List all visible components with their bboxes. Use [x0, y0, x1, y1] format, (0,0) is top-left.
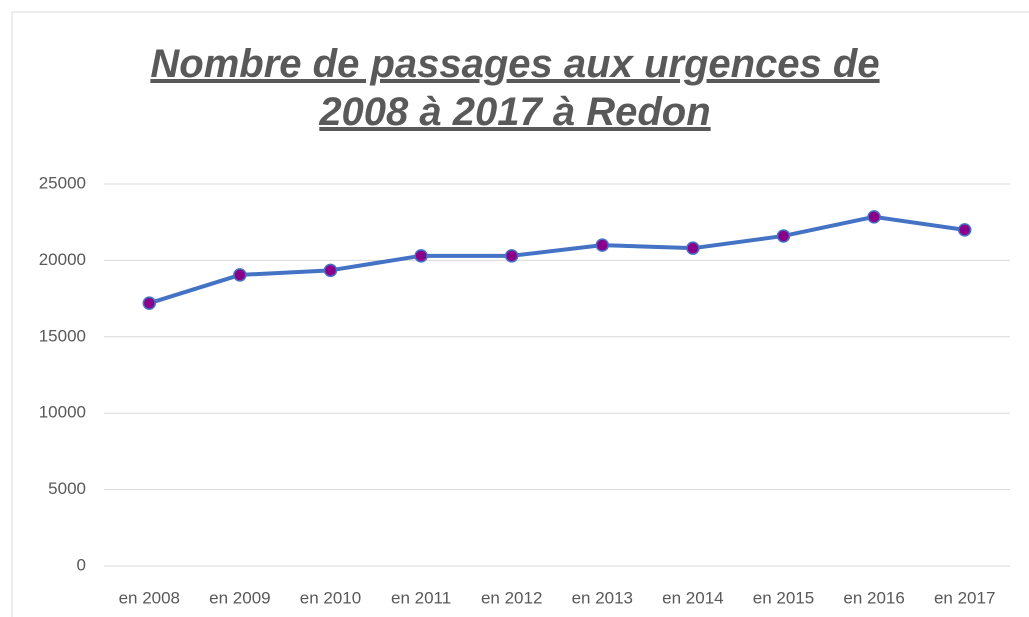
marker: [595, 238, 610, 252]
x-tick-label: en 2015: [753, 588, 814, 607]
marker: [323, 263, 338, 278]
chart-border: [11, 11, 1029, 617]
marker: [957, 223, 972, 237]
x-tick-label: en 2017: [934, 588, 995, 607]
y-tick-label: 0: [77, 555, 86, 574]
x-tick-label: en 2008: [119, 588, 180, 607]
marker: [414, 249, 428, 263]
x-tick-label: en 2010: [300, 588, 361, 607]
marker: [233, 268, 247, 282]
x-tick-label: en 2009: [209, 588, 270, 607]
marker: [776, 229, 791, 243]
line-series: [148, 214, 965, 306]
y-tick-label: 15000: [39, 326, 86, 345]
x-tick-label: en 2012: [481, 588, 542, 607]
marker: [142, 296, 157, 310]
y-tick-label: 5000: [48, 479, 86, 498]
marker: [504, 249, 519, 263]
y-tick-label: 25000: [39, 173, 86, 192]
marker: [686, 241, 700, 255]
x-tick-label: en 2011: [391, 588, 451, 607]
chart-title: Nombre de passages aux urgences de 2008 …: [150, 42, 880, 134]
x-tick-label: en 2013: [572, 588, 633, 607]
y-tick-label: 20000: [39, 250, 86, 269]
y-tick-label: 10000: [39, 403, 86, 422]
marker: [867, 210, 881, 224]
x-tick-label: en 2014: [662, 588, 723, 607]
x-tick-label: en 2016: [843, 588, 904, 607]
